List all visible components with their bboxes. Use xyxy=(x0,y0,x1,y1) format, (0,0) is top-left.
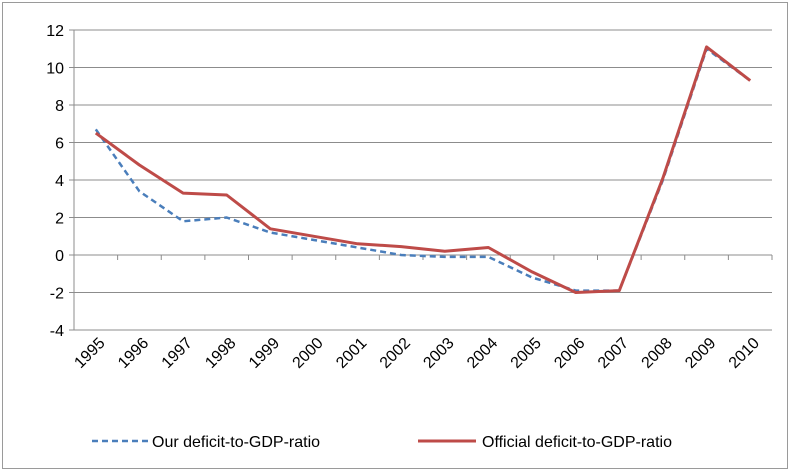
x-tick-labels: 1995 1996 1997 1998 1999 2000 2001 2002 2003 2004… xyxy=(71,335,763,372)
y-tick-label: 6 xyxy=(55,136,64,153)
x-tick-label: 1998 xyxy=(202,335,239,372)
series-line-our-ratio xyxy=(94,47,751,292)
y-tick-label: 12 xyxy=(46,23,64,40)
y-tick-label: 0 xyxy=(55,248,64,265)
x-tick-label: 2007 xyxy=(595,335,632,372)
y-tick-label: 2 xyxy=(55,211,64,228)
x-tick-label: 2005 xyxy=(508,335,545,372)
gridlines xyxy=(74,29,772,331)
x-tick-label: 2000 xyxy=(290,335,327,372)
y-tick-label: 10 xyxy=(46,61,64,78)
y-tick-labels: -4 -2 0 2 4 6 8 10 12 xyxy=(46,23,64,340)
x-tick-label: 1996 xyxy=(115,335,152,372)
y-tick-label: 8 xyxy=(55,98,64,115)
x-tick-label: 2003 xyxy=(420,335,457,372)
x-tick-label: 1995 xyxy=(71,335,108,372)
legend-label-official-ratio: Official deficit-to-GDP-ratio xyxy=(482,434,672,451)
y-tick-label: -2 xyxy=(50,286,64,303)
legend-label-our-ratio: Our deficit-to-GDP-ratio xyxy=(152,434,320,451)
series-lines xyxy=(94,45,752,294)
series-line-official-ratio xyxy=(94,45,752,294)
x-tick-label: 2004 xyxy=(464,335,501,372)
x-tick-label: 1997 xyxy=(159,335,196,372)
x-tick-label: 2009 xyxy=(682,335,719,372)
y-tick-label: 4 xyxy=(55,173,64,190)
x-tick-label: 2001 xyxy=(333,335,370,372)
chart-frame xyxy=(2,2,788,469)
legend: Our deficit-to-GDP-ratio Official defici… xyxy=(92,434,672,451)
x-tick-label: 2002 xyxy=(377,335,414,372)
axes xyxy=(69,29,773,331)
y-tick-label: -4 xyxy=(50,323,64,340)
x-tick-label: 2010 xyxy=(726,335,763,372)
x-tick-label: 2006 xyxy=(551,335,588,372)
x-tick-label: 1999 xyxy=(246,335,283,372)
x-tick-label: 2008 xyxy=(639,335,676,372)
